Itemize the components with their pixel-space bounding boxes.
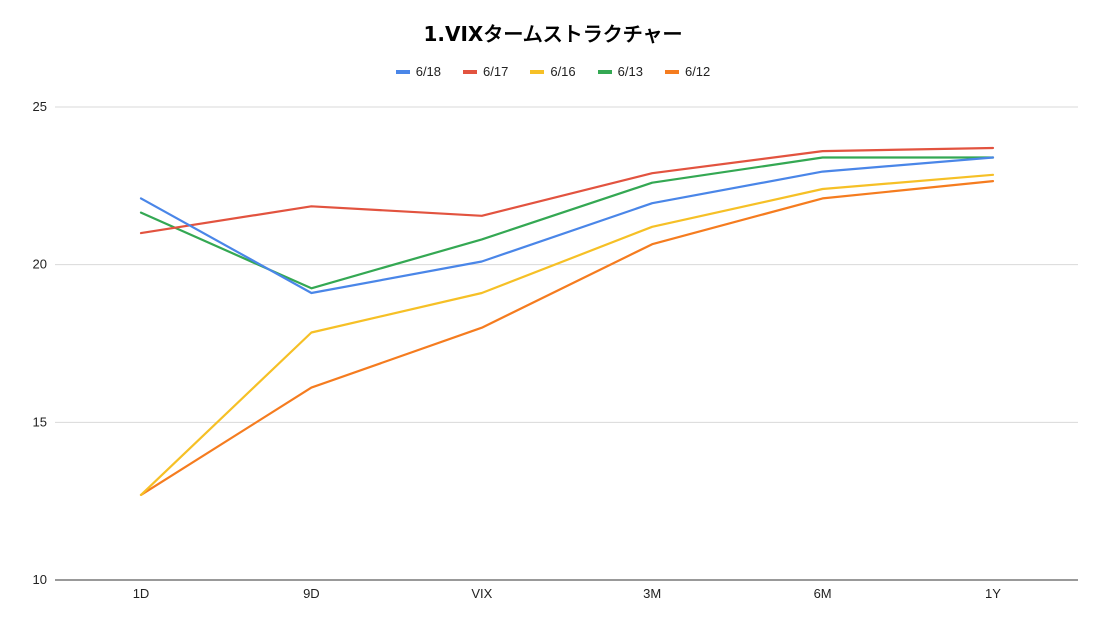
x-tick-label: VIX — [471, 586, 492, 601]
legend-label-6-17: 6/17 — [483, 64, 509, 79]
y-tick-label: 20 — [33, 257, 47, 272]
x-tick-label: 3M — [643, 586, 661, 601]
series-line-6-13[interactable] — [139, 156, 995, 290]
y-tick-label: 25 — [33, 99, 47, 114]
series-line-6-17[interactable] — [139, 146, 995, 235]
chart-title: 1.VIXタームストラクチャー — [423, 22, 683, 46]
gridlines — [55, 106, 1078, 581]
x-tick-label: 6M — [814, 586, 832, 601]
legend-swatch-6-16 — [530, 69, 545, 74]
legend-label-6-13: 6/13 — [617, 64, 643, 79]
legend-item-6-18[interactable]: 6/18 — [395, 64, 442, 79]
legend-item-6-12[interactable]: 6/12 — [664, 64, 711, 79]
legend-label-6-16: 6/16 — [550, 64, 576, 79]
legend: 6/18 6/17 6/16 6/13 6/12 — [0, 64, 1106, 79]
y-tick-label: 10 — [33, 572, 47, 587]
legend-swatch-6-18 — [395, 69, 410, 74]
tick-labels: 10 15 20 25 1D 9D VIX 3M 6M 1Y — [33, 99, 1002, 601]
x-tick-label: 1D — [133, 586, 150, 601]
x-tick-label: 1Y — [985, 586, 1001, 601]
series-line-6-12[interactable] — [139, 180, 995, 496]
legend-item-6-13[interactable]: 6/13 — [597, 64, 643, 79]
legend-item-6-16[interactable]: 6/16 — [530, 64, 576, 79]
legend-item-6-17[interactable]: 6/17 — [463, 64, 508, 79]
legend-swatch-6-12 — [664, 69, 679, 74]
legend-label-6-18: 6/18 — [415, 64, 442, 79]
y-tick-label: 15 — [33, 414, 47, 429]
x-tick-label: 9D — [303, 586, 320, 601]
legend-swatch-6-17 — [463, 69, 478, 74]
series-line-6-16[interactable] — [139, 173, 995, 496]
series-line-6-18[interactable] — [139, 156, 995, 295]
legend-swatch-6-13 — [597, 69, 612, 74]
legend-label-6-12: 6/12 — [684, 64, 711, 79]
series-lines — [139, 146, 995, 496]
